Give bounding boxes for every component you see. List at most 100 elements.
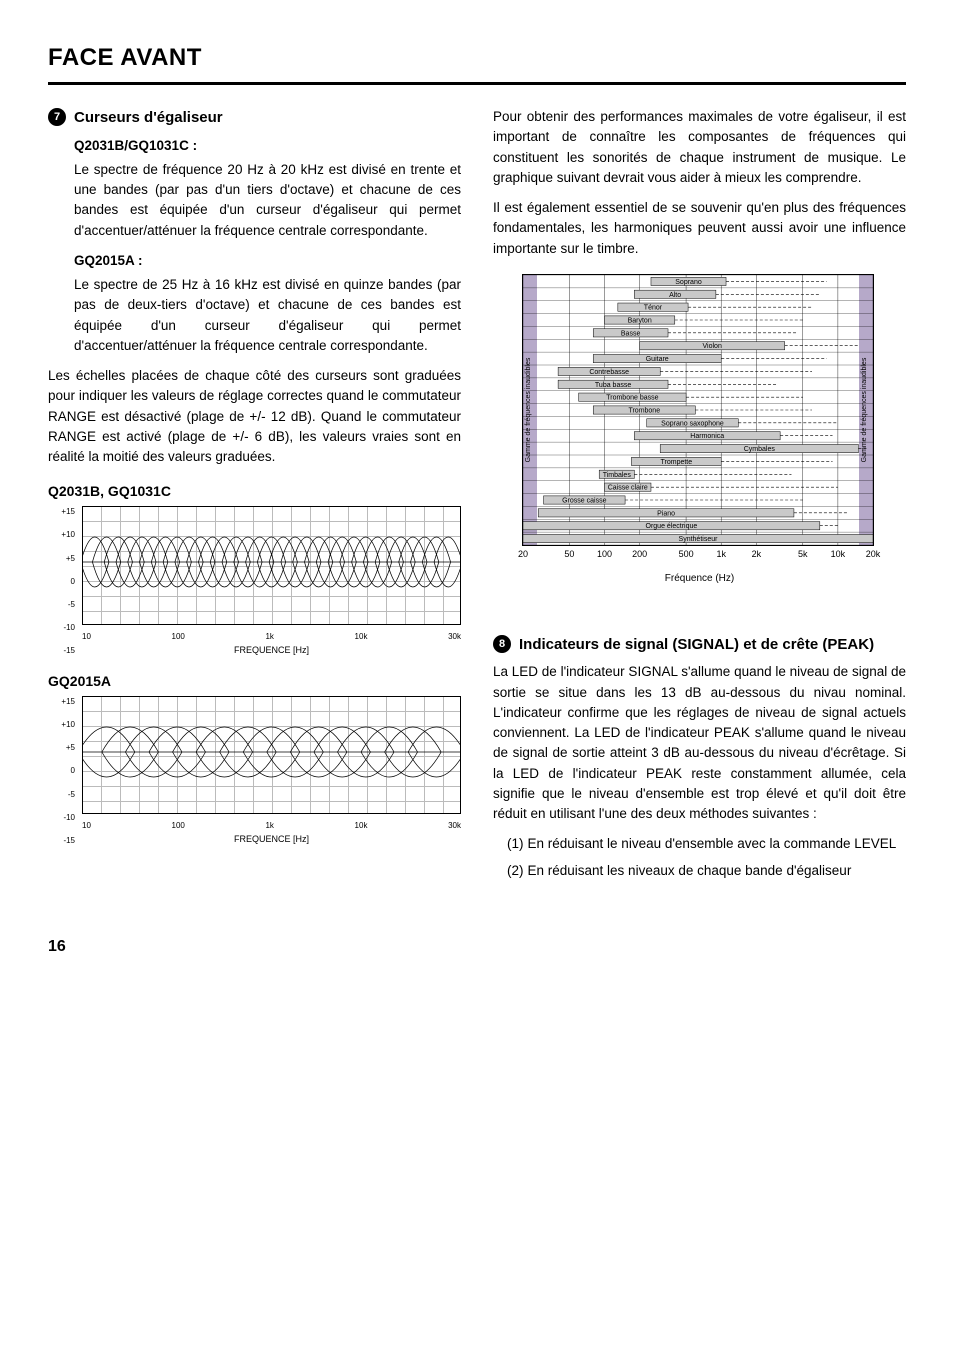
chart-a-x-label: FREQUENCE [Hz]	[82, 644, 461, 658]
svg-text:Trompette: Trompette	[661, 459, 693, 466]
tick-label: 1k	[265, 820, 273, 832]
svg-text:Trombone: Trombone	[628, 407, 660, 414]
svg-text:Alto: Alto	[669, 292, 681, 299]
svg-text:Caisse claire: Caisse claire	[608, 484, 648, 491]
svg-text:Timbales: Timbales	[603, 472, 632, 479]
svg-text:Guitare: Guitare	[646, 356, 669, 363]
chart-b-x-ticks: 10 100 1k 10k 30k	[82, 818, 461, 833]
right-intro-1: Pour obtenir des performances maximales …	[493, 107, 906, 188]
section-8-body: La LED de l'indicateur SIGNAL s'allume q…	[493, 662, 906, 824]
range-chart-svg: Gamme de fréquences inaudibles Gamme de f…	[493, 269, 903, 569]
tick-label: 10k	[355, 820, 368, 832]
chart-b: +15+10+50-5-10-15 REPONSE [dB] 101001k10…	[48, 696, 461, 847]
tick-label: +5	[48, 553, 75, 565]
method-item: (1)En réduisant le niveau d'ensemble ave…	[507, 834, 906, 854]
method-list: (1)En réduisant le niveau d'ensemble ave…	[507, 834, 906, 881]
two-column-layout: 7 Curseurs d'égaliseur Q2031B/GQ1031C : …	[48, 107, 906, 887]
badge-8-icon: 8	[493, 635, 511, 653]
body-gq2015a: Le spectre de 25 Hz à 16 kHz est divisé …	[74, 275, 461, 356]
chart-a-title: Q2031B, GQ1031C	[48, 481, 461, 502]
svg-text:Gamme de fréquences inaudibles: Gamme de fréquences inaudibles	[525, 357, 532, 462]
scale-footnote: Les échelles placées de chaque côté des …	[48, 366, 461, 467]
right-intro-2: Il est également essentiel de se souveni…	[493, 198, 906, 259]
tick-label: +10	[48, 719, 75, 731]
method-number: (1)	[507, 834, 524, 854]
tick-label: +15	[48, 696, 75, 708]
svg-text:Violon: Violon	[703, 343, 722, 350]
tick-label: 100	[172, 820, 185, 832]
chart-a-svg	[83, 507, 460, 617]
tick-label: 0	[48, 765, 75, 777]
tick-label: -15	[48, 645, 75, 657]
svg-text:2k: 2k	[752, 549, 762, 559]
tick-label: -10	[48, 812, 75, 824]
tick-label: -5	[48, 789, 75, 801]
svg-text:Harmonica: Harmonica	[690, 433, 724, 440]
tick-label: 100	[172, 631, 185, 643]
method-number: (2)	[507, 861, 524, 881]
section-8-title: Indicateurs de signal (SIGNAL) et de crê…	[519, 634, 874, 657]
chart-b-x-label: FREQUENCE [Hz]	[82, 833, 461, 847]
tick-label: 0	[48, 576, 75, 588]
tick-label: +5	[48, 742, 75, 754]
svg-text:Trombone basse: Trombone basse	[606, 394, 658, 401]
sub-heading-q2031b: Q2031B/GQ1031C :	[74, 136, 461, 156]
right-column: Pour obtenir des performances maximales …	[493, 107, 906, 887]
svg-text:5k: 5k	[798, 549, 808, 559]
method-item: (2)En réduisant les niveaux de chaque ba…	[507, 861, 906, 881]
svg-text:Ténor: Ténor	[644, 304, 663, 311]
section-8-heading: 8 Indicateurs de signal (SIGNAL) et de c…	[493, 634, 906, 657]
svg-text:Synthétiseur: Synthétiseur	[679, 536, 719, 543]
section-7-heading: 7 Curseurs d'égaliseur	[48, 107, 461, 130]
svg-text:20: 20	[518, 549, 528, 559]
tick-label: 10	[82, 820, 91, 832]
svg-text:Tuba basse: Tuba basse	[595, 382, 631, 389]
tick-label: 30k	[448, 631, 461, 643]
tick-label: 1k	[265, 631, 273, 643]
svg-text:Soprano: Soprano	[675, 279, 702, 286]
range-chart-x-label: Fréquence (Hz)	[493, 571, 906, 586]
left-column: 7 Curseurs d'égaliseur Q2031B/GQ1031C : …	[48, 107, 461, 887]
tick-label: 10	[82, 631, 91, 643]
svg-text:Cymbales: Cymbales	[744, 446, 776, 453]
section-7-title: Curseurs d'égaliseur	[74, 107, 223, 130]
svg-text:200: 200	[632, 549, 647, 559]
chart-a: +15+10+50-5-10-15 REPONSE [dB] 101001k10…	[48, 506, 461, 657]
method-text: En réduisant le niveau d'ensemble avec l…	[528, 834, 897, 854]
svg-text:Grosse caisse: Grosse caisse	[562, 497, 606, 504]
chart-b-title: GQ2015A	[48, 671, 461, 692]
chart-b-plot: REPONSE [dB]	[82, 696, 461, 814]
svg-text:20k: 20k	[866, 549, 881, 559]
svg-text:Contrebasse: Contrebasse	[589, 369, 629, 376]
svg-text:Gamme de fréquences inaudibles: Gamme de fréquences inaudibles	[861, 357, 868, 462]
chart-a-plot: REPONSE [dB]	[82, 506, 461, 624]
tick-label: 30k	[448, 820, 461, 832]
svg-text:100: 100	[597, 549, 612, 559]
svg-text:10k: 10k	[831, 549, 846, 559]
chart-b-y-ticks: +15 +10 +5 0 -5 -10 -15	[48, 696, 78, 847]
tick-label: 10k	[355, 631, 368, 643]
svg-text:Piano: Piano	[657, 510, 675, 517]
svg-text:Basse: Basse	[621, 330, 641, 337]
sub-heading-gq2015a: GQ2015A :	[74, 251, 461, 271]
chart-b-svg	[83, 697, 460, 807]
body-q2031b: Le spectre de fréquence 20 Hz à 20 kHz e…	[74, 160, 461, 241]
svg-text:1k: 1k	[716, 549, 726, 559]
chart-a-x-ticks: 10 100 1k 10k 30k	[82, 629, 461, 644]
svg-text:50: 50	[564, 549, 574, 559]
method-text: En réduisant les niveaux de chaque bande…	[528, 861, 852, 881]
svg-text:Soprano saxophone: Soprano saxophone	[661, 420, 724, 427]
page-title: FACE AVANT	[48, 40, 906, 85]
page-number: 16	[48, 935, 906, 959]
svg-text:Baryton: Baryton	[628, 317, 652, 324]
svg-text:500: 500	[679, 549, 694, 559]
tick-label: +10	[48, 529, 75, 541]
tick-label: -10	[48, 622, 75, 634]
chart-a-y-ticks: +15 +10 +5 0 -5 -10 -15	[48, 506, 78, 657]
tick-label: -5	[48, 599, 75, 611]
instrument-range-chart: Gamme de fréquences inaudibles Gamme de f…	[493, 269, 906, 586]
tick-label: -15	[48, 835, 75, 847]
tick-label: +15	[48, 506, 75, 518]
svg-text:Orgue électrique: Orgue électrique	[646, 523, 698, 530]
badge-7-icon: 7	[48, 108, 66, 126]
